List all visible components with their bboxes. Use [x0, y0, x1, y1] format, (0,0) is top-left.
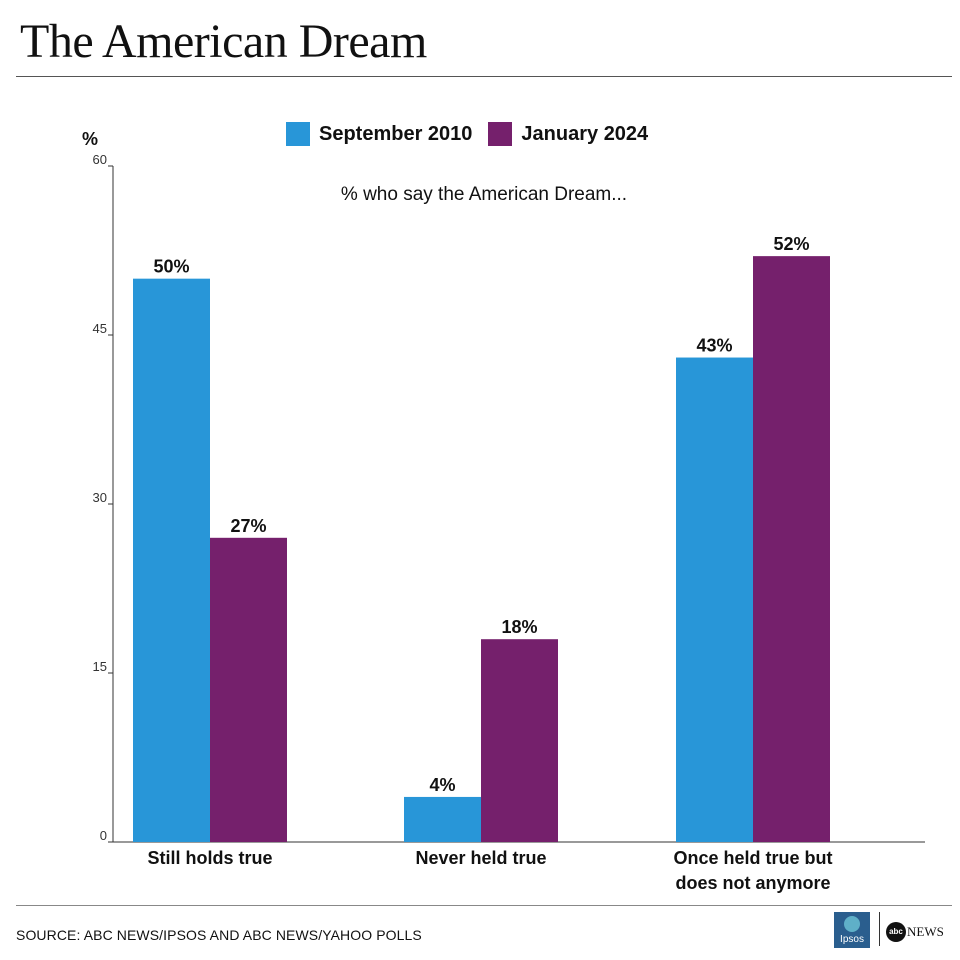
- chart-title: The American Dream: [20, 15, 427, 68]
- source-note: SOURCE: ABC NEWS/IPSOS AND ABC NEWS/YAHO…: [16, 927, 422, 943]
- bar-value-label: 50%: [153, 257, 189, 277]
- x-category-label: Once held true but: [673, 848, 832, 868]
- ipsos-logo: Ipsos: [834, 912, 870, 948]
- bar-value-label: 43%: [696, 336, 732, 356]
- abc-logo-news: NEWS: [907, 924, 944, 939]
- bar-chart: % 0 15 30 45 60 % who say the American Dream..…: [82, 129, 925, 893]
- legend-item-september-2010: September 2010: [286, 122, 472, 146]
- x-category-label: Still holds true: [147, 848, 272, 868]
- bar-value-label: 18%: [501, 617, 537, 637]
- abc-news-logo: abc NEWS: [886, 922, 944, 942]
- y-tick-label: 15: [93, 659, 107, 674]
- bar-january-2024: [753, 256, 830, 843]
- legend-label-september-2010: September 2010: [319, 122, 473, 145]
- x-category-label: does not anymore: [675, 873, 830, 893]
- y-axis-label: %: [82, 129, 98, 149]
- legend-label-january-2024: January 2024: [521, 122, 649, 145]
- bar-value-label: 4%: [429, 775, 455, 795]
- legend-swatch-september-2010: [286, 122, 310, 146]
- y-tick-label: 0: [100, 828, 107, 843]
- title-rule: [16, 76, 952, 77]
- logo-separator: [879, 912, 880, 946]
- legend-item-january-2024: January 2024: [488, 122, 648, 146]
- ipsos-logo-text: Ipsos: [840, 934, 864, 945]
- bar-september-2010: [133, 278, 210, 843]
- bar-september-2010: [404, 796, 481, 842]
- x-category-label: Never held true: [415, 848, 546, 868]
- bar-january-2024: [210, 537, 287, 842]
- legend: September 2010 January 2024: [286, 122, 664, 146]
- bar-value-label: 27%: [230, 516, 266, 536]
- y-tick-label: 60: [93, 152, 107, 167]
- y-tick-label: 45: [93, 321, 107, 336]
- abc-logo-circle: abc: [886, 922, 906, 942]
- chart-subtitle: % who say the American Dream...: [341, 184, 627, 205]
- footer-rule: [16, 905, 952, 906]
- legend-swatch-january-2024: [488, 122, 513, 146]
- bar-value-label: 52%: [773, 234, 809, 254]
- y-tick-label: 30: [93, 490, 107, 505]
- bar-january-2024: [481, 639, 558, 842]
- bar-september-2010: [676, 357, 753, 842]
